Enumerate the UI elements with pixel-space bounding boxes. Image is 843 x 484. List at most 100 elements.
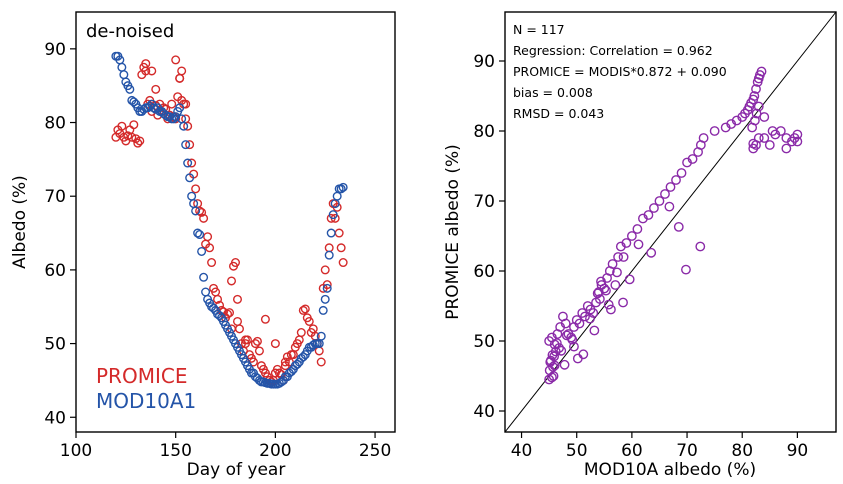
right-data-point <box>569 341 579 352</box>
right-data-point <box>580 311 590 322</box>
right-data-point <box>781 143 792 154</box>
right-data-point <box>618 252 629 262</box>
legend-mod10a1: MOD10A1 <box>96 389 196 413</box>
right-data-point <box>618 297 628 308</box>
right-data-point <box>695 241 706 252</box>
right-data-point <box>687 154 698 164</box>
left-data-point-promice <box>187 158 197 168</box>
right-x-tick-label: 80 <box>731 441 753 461</box>
right-data-point <box>589 325 600 336</box>
right-y-tick-label: 60 <box>473 262 495 282</box>
left-data-point-mod10a1 <box>119 70 129 80</box>
left-x-tick-label: 200 <box>259 441 291 461</box>
left-data-point-promice <box>171 55 181 65</box>
right-y-tick-label: 40 <box>473 402 495 422</box>
left-data-point-promice <box>320 265 330 275</box>
stats-regression: PROMICE = MODIS*0.872 + 0.090 <box>513 64 727 79</box>
left-data-point-mod10a1 <box>187 191 197 201</box>
left-data-point-promice <box>240 339 250 349</box>
right-data-point <box>676 168 687 178</box>
left-data-point-mod10a1 <box>175 103 185 113</box>
left-data-point-promice <box>280 357 290 367</box>
left-data-point-mod10a1 <box>179 121 189 131</box>
left-data-point-promice <box>280 361 290 371</box>
left-data-point-mod10a1 <box>129 97 139 107</box>
left-data-point-promice <box>185 140 195 150</box>
right-data-point <box>643 210 654 220</box>
left-data-point-promice <box>296 328 306 338</box>
left-data-point-mod10a1 <box>338 182 348 192</box>
left-data-point-promice <box>183 121 193 131</box>
left-data-point-promice <box>133 138 143 148</box>
right-data-point <box>549 339 560 350</box>
left-y-tick-label: 90 <box>44 40 66 60</box>
right-data-point <box>792 129 803 140</box>
left-data-point-promice <box>147 66 157 76</box>
right-data-point <box>613 252 623 262</box>
left-plot-points <box>111 51 348 389</box>
right-data-point <box>649 203 659 213</box>
right-y-tick-label: 70 <box>473 192 495 212</box>
left-data-point-promice <box>324 243 334 253</box>
right-data-point <box>753 133 764 143</box>
left-data-point-promice <box>232 294 242 304</box>
left-x-axis-label: Day of year <box>187 460 286 480</box>
right-data-point <box>559 359 570 370</box>
right-data-point <box>698 133 709 143</box>
right-data-point <box>601 285 611 296</box>
right-data-point <box>767 126 778 136</box>
right-x-tick-label: 90 <box>787 441 809 461</box>
left-y-axis: 40 50 60 70 80 90 <box>44 40 76 428</box>
right-data-point <box>549 351 559 362</box>
left-data-point-promice <box>123 131 133 141</box>
left-plot-frame <box>75 11 396 433</box>
right-data-point <box>606 304 616 315</box>
right-data-point <box>560 318 571 329</box>
left-y-tick-label: 80 <box>44 114 66 134</box>
left-data-point-mod10a1 <box>292 359 302 369</box>
left-data-point-promice <box>151 101 161 111</box>
right-data-point <box>585 313 595 324</box>
left-data-point-promice <box>254 346 264 356</box>
left-y-tick-label: 40 <box>44 408 66 428</box>
right-data-point <box>626 231 637 241</box>
left-data-point-mod10a1 <box>201 287 211 297</box>
right-x-tick-label: 60 <box>621 441 643 461</box>
left-data-point-promice <box>300 304 310 314</box>
left-data-point-promice <box>225 308 235 318</box>
right-data-point <box>759 133 770 143</box>
right-data-point <box>588 308 599 318</box>
right-panel: 40 50 60 70 80 90 40 50 60 70 80 90 N = 117 Regres… <box>443 11 837 480</box>
left-y-tick-label: 70 <box>44 187 66 207</box>
right-x-axis-label: MOD10A albedo (%) <box>584 460 756 480</box>
left-data-point-promice <box>129 120 139 130</box>
right-data-point <box>574 318 585 329</box>
right-y-tick-label: 50 <box>473 332 495 352</box>
left-data-point-promice <box>167 99 177 109</box>
left-data-point-mod10a1 <box>191 206 201 216</box>
left-data-point-promice <box>199 213 209 223</box>
right-data-point <box>596 276 606 287</box>
left-data-point-promice <box>298 305 308 315</box>
right-data-point <box>567 334 578 345</box>
right-y-tick-label: 80 <box>473 122 495 142</box>
right-data-point <box>753 101 764 112</box>
right-data-point <box>572 353 583 364</box>
right-data-point <box>578 349 589 360</box>
right-data-point <box>594 294 605 304</box>
right-data-point <box>612 267 622 278</box>
left-data-point-promice <box>250 339 260 349</box>
right-plot-frame <box>504 11 837 433</box>
right-data-point <box>660 189 670 199</box>
left-data-point-promice <box>127 132 137 142</box>
left-data-point-mod10a1 <box>308 340 318 350</box>
left-data-point-mod10a1 <box>326 228 336 238</box>
left-data-point-promice <box>338 258 348 268</box>
left-data-point-promice <box>316 357 326 367</box>
left-data-point-mod10a1 <box>171 112 181 122</box>
left-data-point-promice <box>151 84 161 94</box>
left-data-point-mod10a1 <box>254 375 264 385</box>
left-x-axis: 100 150 200 250 <box>60 432 391 461</box>
left-x-tick-label: 250 <box>359 441 391 461</box>
